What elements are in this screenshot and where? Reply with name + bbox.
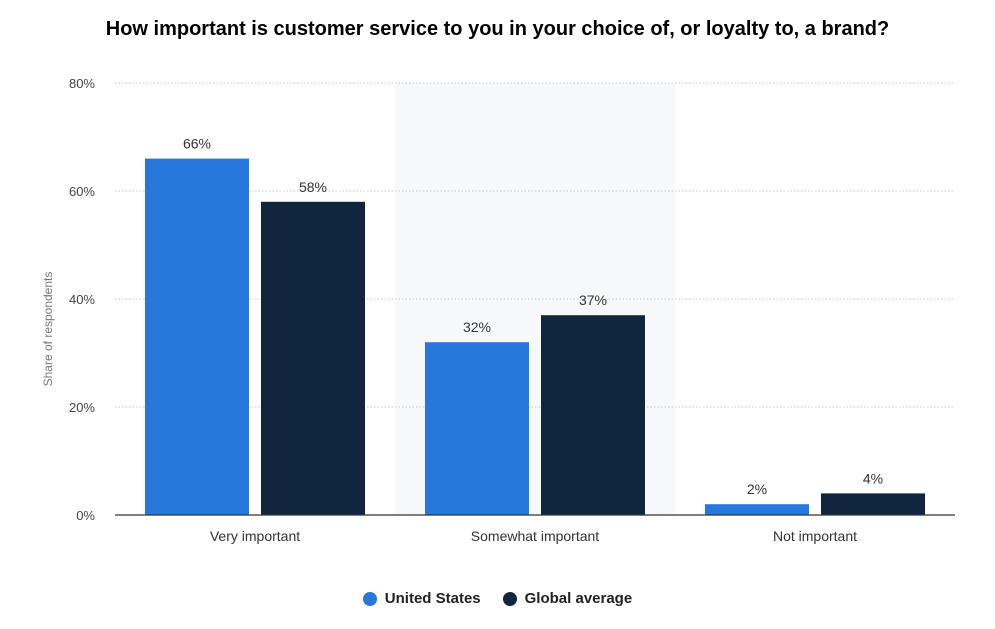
bar [541,315,645,515]
data-label: 32% [463,319,491,335]
bar [821,493,925,515]
chart-title: How important is customer service to you… [105,18,890,40]
data-label: 4% [863,470,883,486]
x-tick-label: Very important [210,528,300,544]
bar [425,342,529,515]
y-tick-label: 80% [69,76,95,91]
x-tick-label: Somewhat important [471,528,600,544]
bar [261,201,365,516]
x-tick-label: Not important [773,528,857,544]
y-tick-label: 60% [69,184,95,199]
legend-label-global-average: Global average [524,590,633,607]
data-label: 66% [183,136,211,152]
bar [145,158,249,515]
bar [705,504,809,515]
y-axis-label: Share of respondents [41,272,55,387]
y-tick-label: 0% [76,508,95,523]
data-label: 58% [299,179,327,195]
legend-marker-global-average [502,591,517,606]
data-label: 37% [579,292,607,308]
legend-item-global-average[interactable]: Global average [502,590,633,607]
y-tick-label: 20% [69,400,95,415]
legend: United States Global average [0,590,995,607]
y-tick-label: 40% [69,292,95,307]
legend-marker-united-states [362,591,377,606]
data-label: 2% [747,481,767,497]
legend-label-united-states: United States [384,590,481,607]
legend-item-united-states[interactable]: United States [362,590,481,607]
